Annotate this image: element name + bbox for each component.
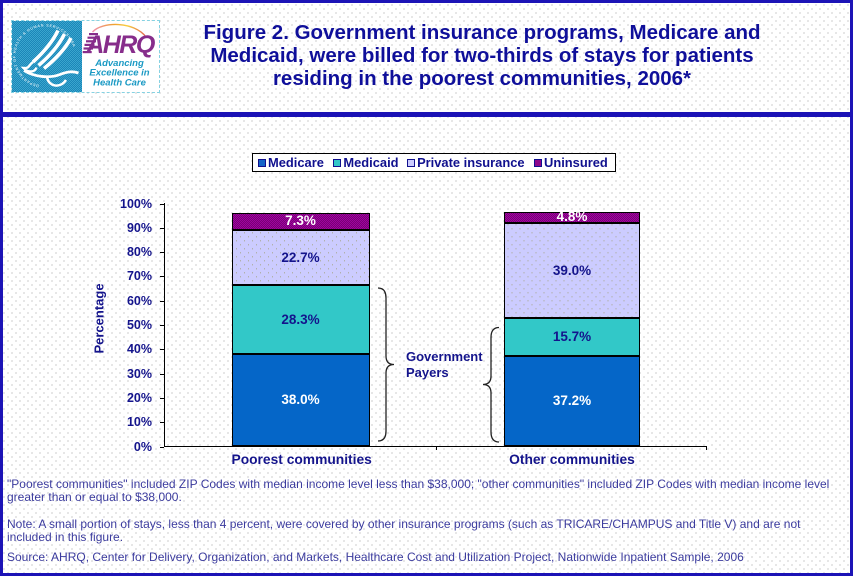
svg-text:Advancing: Advancing: [94, 58, 144, 69]
svg-text:AHRQ: AHRQ: [85, 31, 156, 59]
svg-text:Health Care: Health Care: [93, 77, 147, 88]
svg-text:Excellence in: Excellence in: [89, 68, 149, 79]
